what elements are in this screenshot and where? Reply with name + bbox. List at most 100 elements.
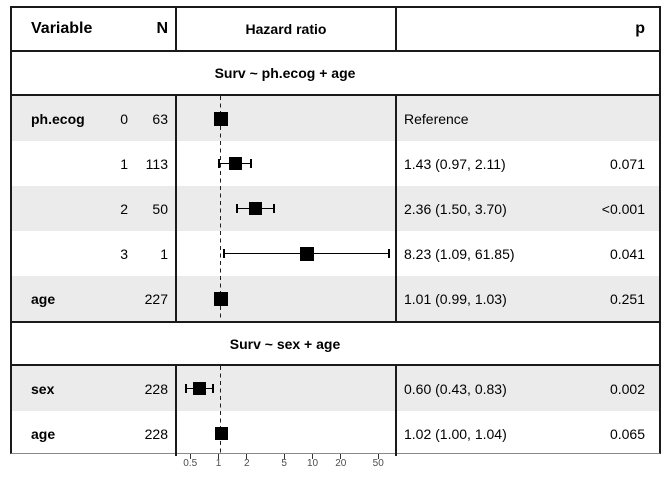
plot-cell bbox=[175, 141, 395, 186]
p-value: 0.251 bbox=[609, 290, 645, 307]
header-n-label: N bbox=[156, 20, 168, 37]
table-row: age 228 1.02 (1.00, 1.04) 0.065 bbox=[12, 411, 659, 456]
axis-tick bbox=[340, 454, 342, 459]
ci-cap-high bbox=[250, 159, 252, 168]
table-row: age 227 1.01 (0.99, 1.03) 0.251 bbox=[12, 276, 659, 321]
estimate-cell: 1.02 (1.00, 1.04) 0.065 bbox=[395, 411, 659, 456]
variable-cell: ph.ecog 0 63 bbox=[12, 96, 175, 141]
level-value: 1 bbox=[120, 155, 128, 172]
variable-cell: age 227 bbox=[12, 276, 175, 321]
table-body: Surv ~ ph.ecog + age ph.ecog 0 63 Reference 1… bbox=[12, 52, 659, 456]
table-row: 1 113 1.43 (0.97, 2.11) 0.071 bbox=[12, 141, 659, 186]
header-hazard-ratio-cell: Hazard ratio bbox=[175, 8, 395, 50]
axis-tick bbox=[189, 454, 191, 459]
variable-cell: 2 50 bbox=[12, 186, 175, 231]
level-value: 3 bbox=[120, 245, 128, 262]
forest-table: Variable N Hazard ratio p Surv ~ ph.ecog… bbox=[10, 6, 661, 456]
variable-name: sex bbox=[31, 380, 55, 397]
n-value: 1 bbox=[160, 245, 168, 262]
hr-marker bbox=[299, 246, 314, 261]
plot-cell bbox=[175, 366, 395, 411]
header-p-cell: p bbox=[395, 8, 659, 50]
axis-tick-label: 2 bbox=[244, 458, 250, 469]
p-value: 0.041 bbox=[609, 245, 645, 262]
estimate-label: Reference bbox=[404, 110, 469, 127]
ci-cap-low bbox=[223, 249, 225, 258]
variable-name: age bbox=[31, 425, 56, 442]
estimate-cell: 2.36 (1.50, 3.70) <0.001 bbox=[395, 186, 659, 231]
estimate-label: 1.02 (1.00, 1.04) bbox=[404, 425, 507, 442]
p-value: 0.065 bbox=[609, 425, 645, 442]
ci-cap-high bbox=[273, 204, 275, 213]
table-row: sex 228 0.60 (0.43, 0.83) 0.002 bbox=[12, 366, 659, 411]
level-value: 2 bbox=[120, 200, 128, 217]
ci-cap-low bbox=[236, 204, 238, 213]
table-row: 2 50 2.36 (1.50, 3.70) <0.001 bbox=[12, 186, 659, 231]
variable-cell: 1 113 bbox=[12, 141, 175, 186]
header-p-label: p bbox=[635, 20, 645, 37]
n-value: 50 bbox=[152, 200, 168, 217]
variable-name: ph.ecog bbox=[31, 110, 85, 127]
axis-tick-label: 1 bbox=[215, 458, 222, 469]
table-header-row: Variable N Hazard ratio p bbox=[12, 8, 659, 52]
variable-cell: age 228 bbox=[12, 411, 175, 456]
hr-marker bbox=[213, 291, 228, 306]
ci-cap-low bbox=[185, 384, 187, 393]
section-header-row: Surv ~ ph.ecog + age bbox=[12, 52, 659, 96]
estimate-cell: 1.01 (0.99, 1.03) 0.251 bbox=[395, 276, 659, 321]
estimate-cell: 1.43 (0.97, 2.11) 0.071 bbox=[395, 141, 659, 186]
axis-tick bbox=[377, 454, 379, 459]
section-title: Surv ~ ph.ecog + age bbox=[214, 65, 356, 81]
axis-tick-label: 50 bbox=[372, 458, 384, 469]
axis-tick bbox=[283, 454, 285, 459]
plot-cell bbox=[175, 96, 395, 141]
axis-tick-label: 20 bbox=[335, 458, 347, 469]
hr-marker bbox=[214, 427, 228, 440]
header-hazard-ratio-label: Hazard ratio bbox=[245, 21, 327, 37]
p-value: 0.002 bbox=[609, 380, 645, 397]
plot-cell bbox=[175, 276, 395, 321]
axis-tick-label: 0.5 bbox=[183, 458, 198, 469]
section-title: Surv ~ sex + age bbox=[229, 335, 341, 352]
plot-cell bbox=[175, 231, 395, 276]
variable-cell: sex 228 bbox=[12, 366, 175, 411]
reference-line bbox=[219, 366, 222, 411]
hr-marker bbox=[249, 202, 263, 215]
n-value: 227 bbox=[144, 290, 168, 307]
n-value: 113 bbox=[145, 155, 168, 172]
estimate-label: 1.43 (0.97, 2.11) bbox=[404, 155, 506, 172]
plot-cell bbox=[175, 411, 395, 456]
axis-tick bbox=[246, 454, 248, 459]
axis-tick-label: 10 bbox=[306, 458, 319, 469]
estimate-label: 8.23 (1.09, 61.85) bbox=[404, 245, 515, 262]
reference-line bbox=[219, 186, 222, 231]
ci-cap-high bbox=[212, 384, 214, 393]
axis-tick bbox=[217, 454, 220, 459]
header-variable-cell: Variable N bbox=[12, 8, 175, 50]
hr-marker bbox=[228, 157, 242, 170]
n-value: 228 bbox=[144, 425, 168, 442]
n-value: 228 bbox=[144, 380, 168, 397]
table-row: 3 1 8.23 (1.09, 61.85) 0.041 bbox=[12, 231, 659, 276]
reference-line bbox=[219, 231, 222, 276]
p-value: 0.071 bbox=[609, 155, 645, 172]
hr-marker bbox=[193, 382, 207, 395]
axis-tick-label: 5 bbox=[281, 458, 287, 469]
p-value: <0.001 bbox=[601, 200, 645, 217]
ci-cap-high bbox=[388, 249, 390, 258]
estimate-label: 1.01 (0.99, 1.03) bbox=[404, 290, 507, 307]
header-variable-label: Variable bbox=[31, 20, 93, 37]
section-header-row: Surv ~ sex + age bbox=[12, 321, 659, 366]
estimate-label: 2.36 (1.50, 3.70) bbox=[404, 200, 507, 217]
ci-cap-low bbox=[218, 159, 221, 168]
variable-name: age bbox=[31, 290, 56, 307]
hr-marker bbox=[213, 111, 228, 126]
n-value: 63 bbox=[152, 110, 168, 127]
estimate-label: 0.60 (0.43, 0.83) bbox=[404, 380, 507, 397]
estimate-cell: 8.23 (1.09, 61.85) 0.041 bbox=[395, 231, 659, 276]
estimate-cell: Reference bbox=[395, 96, 659, 141]
plot-cell bbox=[175, 186, 395, 231]
table-row: ph.ecog 0 63 Reference bbox=[12, 96, 659, 141]
